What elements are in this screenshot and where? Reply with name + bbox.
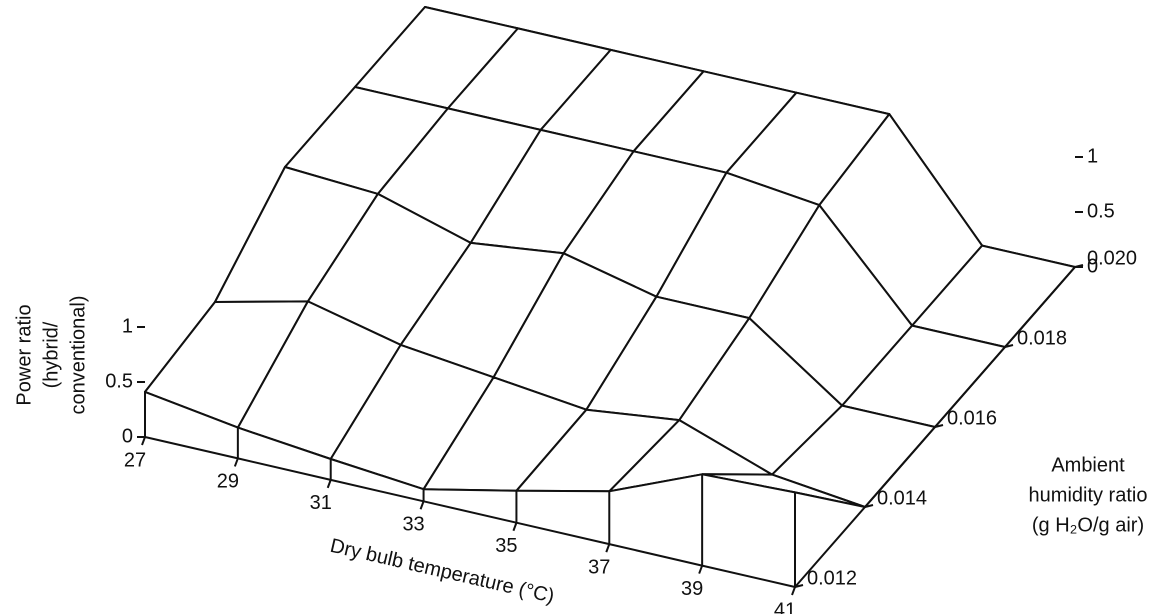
surface-group	[144, 6, 1076, 588]
x-tick	[326, 479, 332, 489]
z-tick-label: 0.5	[1087, 200, 1115, 222]
y-tick	[1004, 344, 1014, 348]
y-axis-title: (g H₂O/g air)	[1032, 514, 1144, 536]
z-tick-label: 0	[1087, 255, 1098, 277]
z-tick-label: 0.5	[105, 370, 133, 392]
x-tick-label: 35	[495, 535, 517, 557]
y-tick-label: 0.018	[1017, 327, 1067, 349]
y-tick-label: 0.014	[877, 487, 927, 509]
x-tick-label: 39	[681, 578, 703, 600]
z-tick-label: 0	[122, 425, 133, 447]
y-tick	[864, 504, 874, 508]
z-axis-title: (hybrid/	[40, 321, 62, 388]
y-tick	[794, 584, 804, 588]
y-tick-label: 0.020	[1087, 247, 1137, 269]
x-tick-label: 31	[310, 492, 332, 514]
x-tick	[698, 565, 704, 574]
y-tick	[934, 424, 944, 428]
y-tick-label: 0.012	[807, 567, 857, 589]
x-tick	[419, 500, 425, 510]
x-tick	[512, 522, 518, 532]
x-tick	[605, 543, 611, 553]
x-tick	[233, 458, 239, 467]
x-tick-label: 27	[124, 449, 146, 471]
x-tick-label: 29	[217, 471, 239, 493]
x-tick-label: 37	[588, 556, 610, 578]
z-axis-title: conventional)	[67, 296, 89, 415]
y-axis-title: Ambient	[1051, 454, 1125, 476]
y-axis-title: humidity ratio	[1029, 484, 1148, 506]
x-tick-label: 33	[402, 514, 424, 536]
x-axis-title: Dry bulb temperature (°C)	[328, 535, 556, 608]
x-tick	[791, 586, 796, 596]
z-tick-label: 1	[1087, 145, 1098, 167]
x-tick	[141, 436, 146, 446]
z-axis-title: Power ratio	[13, 304, 35, 405]
z-tick-label: 1	[122, 315, 133, 337]
y-tick-label: 0.016	[947, 407, 997, 429]
x-tick-label: 41	[774, 599, 796, 614]
